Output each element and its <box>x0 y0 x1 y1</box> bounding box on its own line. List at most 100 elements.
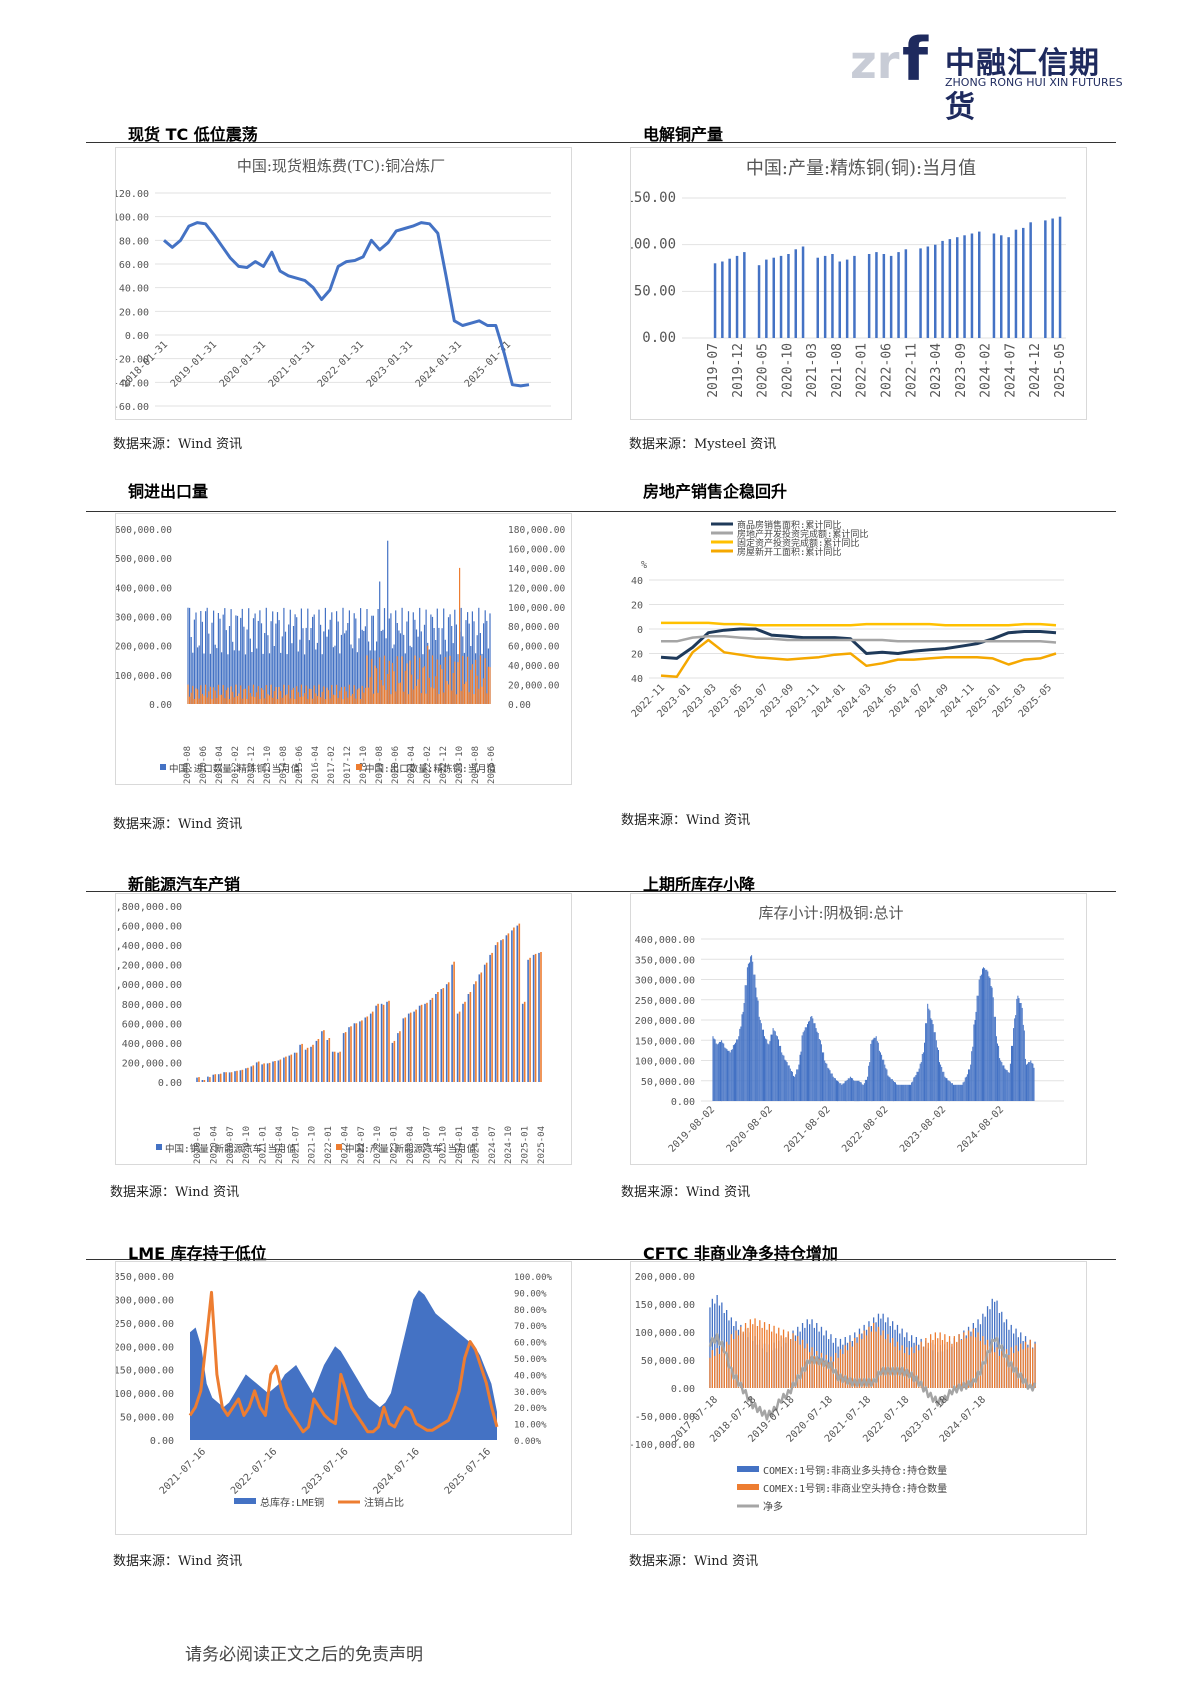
cftc-short-bar <box>811 1347 813 1388</box>
export-bar <box>355 698 357 704</box>
shfe-bar <box>883 1059 885 1101</box>
x-tick-label: 2024-07 <box>488 1126 498 1164</box>
nev-sales-bar <box>429 999 432 1082</box>
shfe-bar <box>808 1021 809 1101</box>
legend-swatch <box>737 1466 759 1472</box>
shfe-bar <box>932 1024 934 1101</box>
cftc-short-bar <box>963 1332 965 1388</box>
export-bar <box>203 695 205 704</box>
shfe-bar <box>891 1079 893 1101</box>
shfe-bar <box>922 1052 924 1101</box>
y-tick-label: 0 <box>637 625 643 636</box>
export-bar <box>449 655 451 704</box>
import-bar <box>320 624 322 704</box>
nev-sales-bar <box>440 989 443 1082</box>
nev-production-bar <box>241 1069 244 1082</box>
export-bar <box>465 681 467 704</box>
export-bar <box>337 698 339 704</box>
y-tick-label-right: 20.00% <box>514 1404 547 1414</box>
shfe-bar <box>997 1043 998 1101</box>
cftc-short-bar <box>922 1346 925 1388</box>
chart-title: 库存小计:阴极铜:总计 <box>758 904 903 922</box>
x-tick-label: 2023-10 <box>455 746 465 784</box>
y-tick-label-right: 20,000.00 <box>508 681 560 692</box>
cftc-short-bar <box>896 1341 899 1388</box>
property-line <box>661 621 1057 627</box>
shfe-bar <box>713 1038 715 1101</box>
x-tick-label: 2018-10 <box>359 746 369 784</box>
cftc-short-bar <box>894 1346 896 1388</box>
y-tick-label-right: 40.00% <box>514 1371 547 1381</box>
export-bar <box>388 660 390 704</box>
y-tick-label-right: 60,000.00 <box>508 642 560 653</box>
cftc-long-bar <box>714 1303 716 1388</box>
shfe-bar <box>830 1073 832 1101</box>
cftc-short-bar <box>726 1341 728 1388</box>
shfe-bar <box>999 1058 1001 1101</box>
shfe-bar <box>916 1071 918 1101</box>
export-bar <box>308 688 310 704</box>
y-tick-label-right: 140,000.00 <box>508 564 565 575</box>
legend-label: COMEX:1号铜:非商业空头持仓:持仓数量 <box>763 1482 947 1495</box>
import-bar <box>339 653 341 704</box>
x-tick-label: 2012-02 <box>231 746 241 784</box>
property-line <box>660 627 1057 660</box>
y-tick-label: 200,000.00 <box>635 1272 695 1283</box>
x-tick-label: 2022-01 <box>324 1126 334 1164</box>
export-bar <box>190 692 192 704</box>
y-tick-label-right: 100,000.00 <box>508 603 565 614</box>
shfe-bar <box>855 1080 857 1102</box>
y-tick-label: 80.00 <box>119 236 149 247</box>
cftc-short-bar <box>887 1334 889 1388</box>
export-bar <box>361 685 363 704</box>
nev-production-bar <box>301 1043 303 1082</box>
cftc-short-bar <box>733 1339 735 1388</box>
y-tick-label: 0.00 <box>158 1078 182 1089</box>
import-bar <box>217 613 219 704</box>
import-bar <box>272 611 274 704</box>
x-tick-label: 2025-04 <box>537 1126 547 1164</box>
shfe-bar <box>976 995 978 1101</box>
shfe-bar <box>1016 998 1018 1101</box>
shfe-bar <box>789 1068 791 1101</box>
cftc-short-bar <box>752 1324 754 1388</box>
chart-cftc: 200,000.00 150,000.00 100,000.00 50,000.00 0… <box>630 1261 1087 1535</box>
y-tick-label: 400,000.00 <box>635 935 695 946</box>
shfe-bar <box>899 1084 901 1101</box>
shfe-bar <box>982 968 983 1101</box>
shfe-bar <box>829 1070 831 1101</box>
export-bar <box>260 688 263 704</box>
shfe-bar <box>877 1042 879 1101</box>
nev-sales-bar <box>364 1017 367 1082</box>
shfe-bar <box>773 1030 775 1101</box>
import-bar <box>251 652 253 704</box>
shfe-bar <box>974 1020 976 1101</box>
y-tick-label: 0.00 <box>149 700 172 711</box>
shfe-bar <box>882 1059 884 1101</box>
shfe-bar <box>745 985 747 1101</box>
cftc-short-bar <box>911 1347 913 1388</box>
export-bar <box>324 699 326 704</box>
nev-sales-bar <box>315 1040 318 1082</box>
import-bar <box>356 652 358 704</box>
nev-production-bar <box>534 953 537 1082</box>
nev-production-bar <box>518 923 521 1082</box>
shfe-bar <box>809 1020 811 1101</box>
shfe-bar <box>990 986 992 1101</box>
shfe-bar <box>874 1037 876 1101</box>
shfe-bar <box>839 1083 841 1101</box>
shfe-bar <box>757 1000 759 1101</box>
y-tick-label: 0.00 <box>150 1436 174 1447</box>
cftc-short-bar <box>958 1334 960 1388</box>
shfe-bar <box>841 1084 843 1101</box>
nev-sales-bar <box>516 925 519 1082</box>
import-bar <box>334 645 336 704</box>
production-bar <box>721 261 724 338</box>
shfe-bar <box>975 1011 977 1101</box>
legend-swatch <box>336 1144 342 1150</box>
export-bar <box>289 698 291 704</box>
cftc-short-bar <box>768 1324 770 1388</box>
x-tick-label: 2019-12 <box>731 343 746 398</box>
nev-sales-bar <box>418 1005 421 1082</box>
shfe-bar <box>954 1084 956 1101</box>
